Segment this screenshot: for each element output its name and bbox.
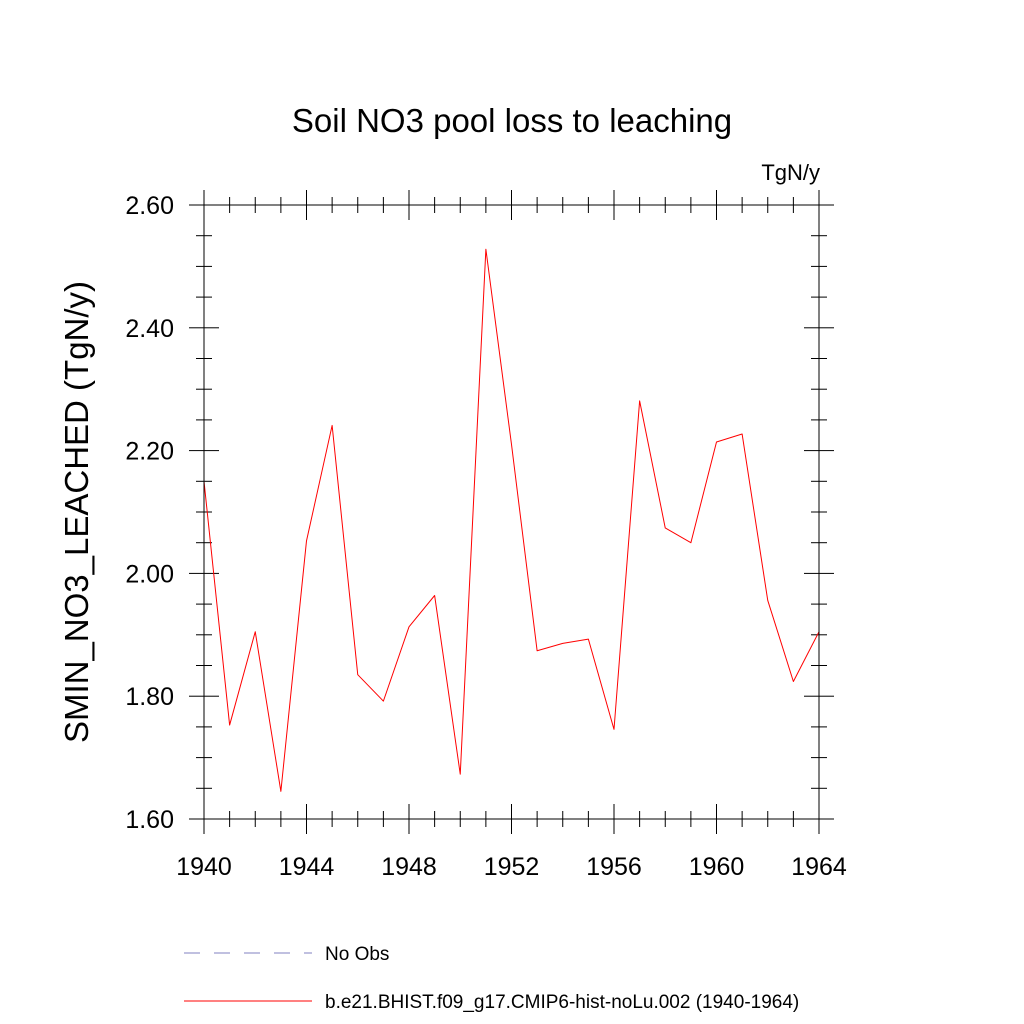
series-line-1 bbox=[203, 248, 820, 792]
y-tick-label: 1.80 bbox=[125, 683, 174, 711]
x-tick-label: 1952 bbox=[484, 853, 540, 881]
tick-labels: 1.60 1.80 2.00 2.20 2.40 2.60 1940 1944 1948 1952… bbox=[125, 192, 847, 881]
legend-label-no-obs: No Obs bbox=[325, 944, 389, 965]
x-tick-label: 1944 bbox=[279, 853, 335, 881]
series-lines bbox=[203, 248, 820, 792]
plot-frame bbox=[203, 204, 820, 820]
y-tick-label: 2.40 bbox=[125, 315, 174, 343]
x-tick-label: 1940 bbox=[176, 853, 232, 881]
x-tick-label: 1964 bbox=[791, 853, 847, 881]
axis-ticks bbox=[189, 190, 834, 834]
x-tick-label: 1960 bbox=[689, 853, 745, 881]
y-tick-label: 2.60 bbox=[125, 192, 174, 220]
y-tick-label: 2.20 bbox=[125, 438, 174, 466]
y-tick-label: 1.60 bbox=[125, 806, 174, 834]
units-label: TgN/y bbox=[761, 160, 820, 185]
x-tick-label: 1948 bbox=[381, 853, 437, 881]
y-tick-label: 2.00 bbox=[125, 560, 174, 588]
y-axis-label: SMIN_NO3_LEACHED (TgN/y) bbox=[58, 281, 95, 743]
legend: No Obs b.e21.BHIST.f09_g17.CMIP6-hist-no… bbox=[184, 944, 799, 1013]
x-tick-label: 1956 bbox=[586, 853, 642, 881]
chart-title: Soil NO3 pool loss to leaching bbox=[292, 102, 732, 139]
legend-label-model-run: b.e21.BHIST.f09_g17.CMIP6-hist-noLu.002 … bbox=[325, 992, 799, 1013]
